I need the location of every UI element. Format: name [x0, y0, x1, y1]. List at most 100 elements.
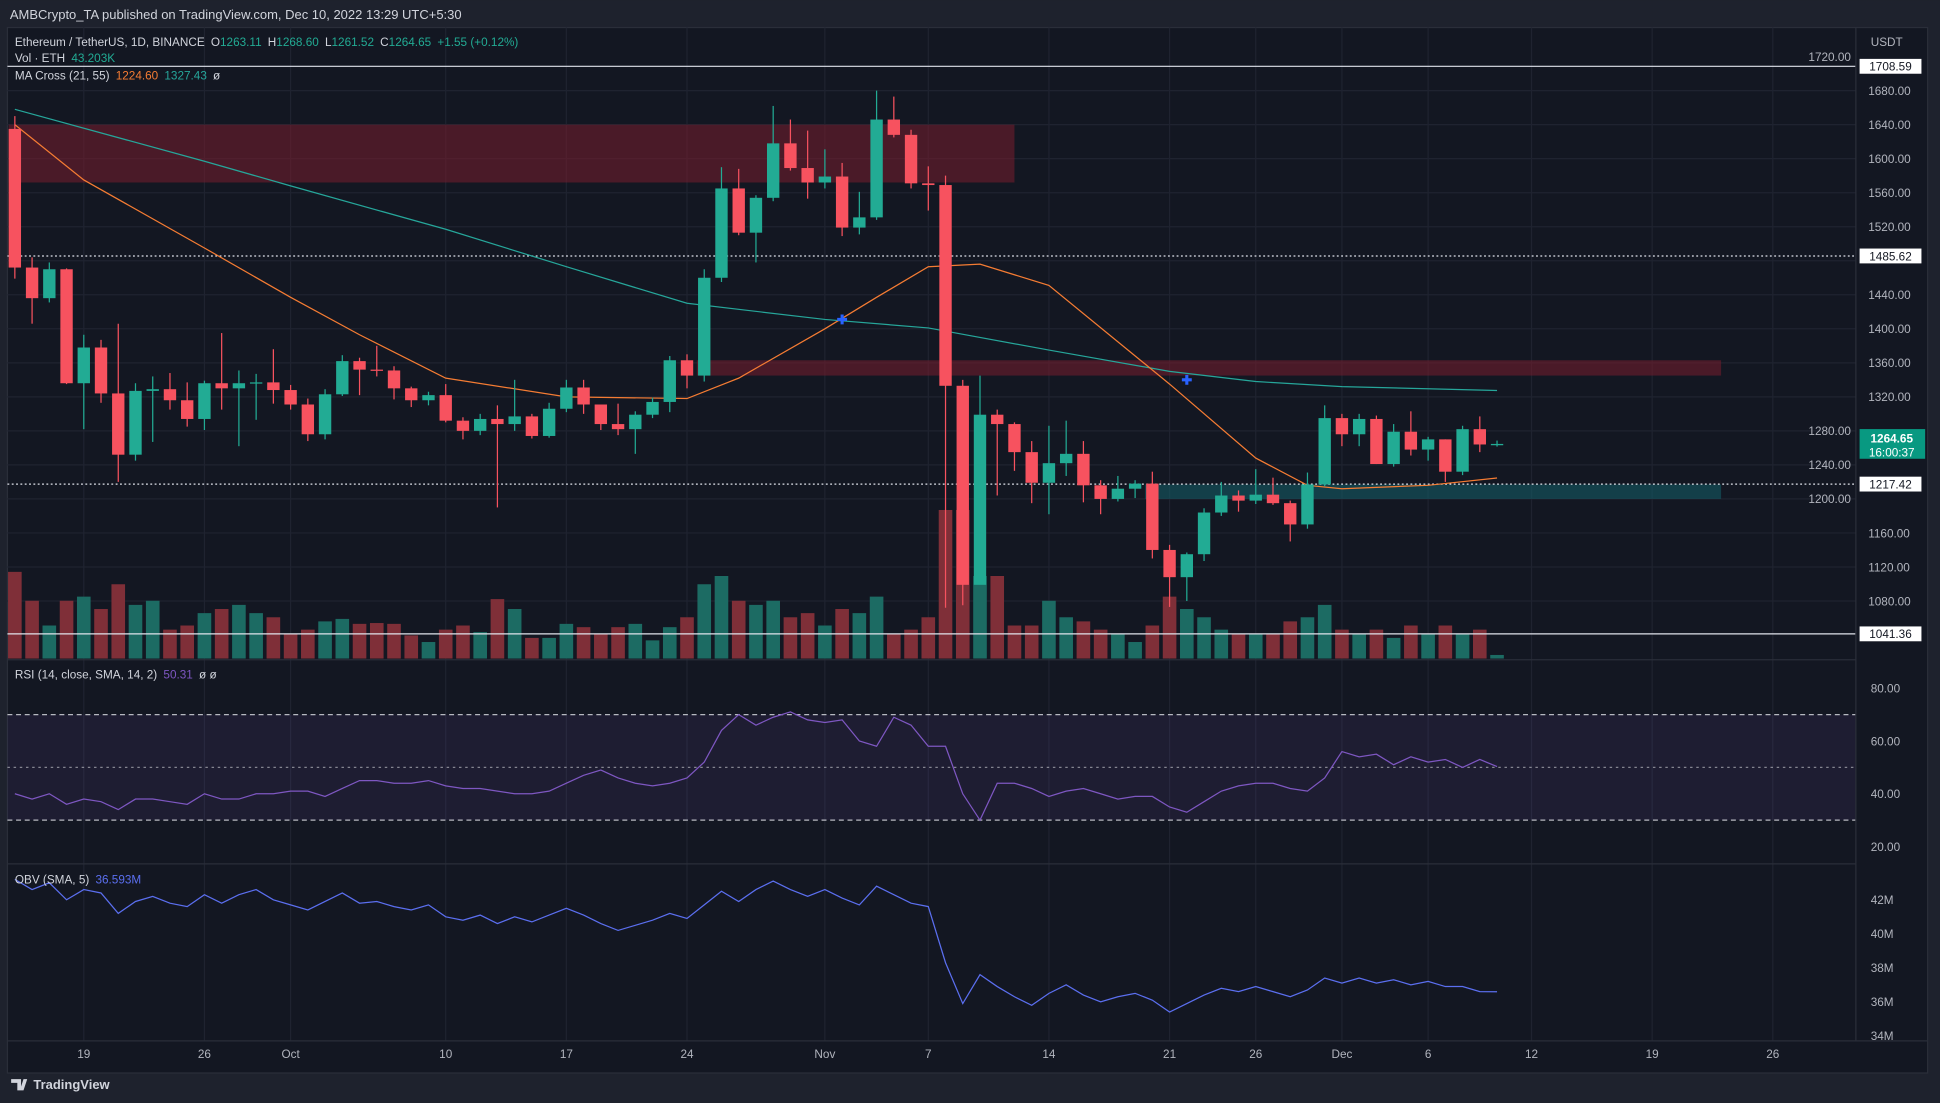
candle-body — [1197, 512, 1211, 555]
volume-bar — [335, 618, 350, 659]
candle-body — [835, 176, 849, 228]
candle-body — [8, 128, 22, 268]
volume-bar — [473, 632, 487, 659]
candle-body — [215, 383, 228, 389]
candle-body — [1249, 494, 1262, 501]
volume-bar — [542, 637, 556, 659]
candle-body — [1439, 439, 1452, 472]
price-axis-label: 1520.00 — [1868, 221, 1911, 234]
candle-body — [956, 385, 969, 585]
volume-bar — [559, 623, 574, 659]
volume-bar — [645, 640, 660, 659]
volume-bar — [887, 633, 901, 659]
time-axis-label: Nov — [814, 1048, 835, 1061]
volume-bar — [456, 625, 470, 659]
candle-body — [1008, 424, 1021, 453]
time-axis-label: 6 — [1425, 1048, 1432, 1061]
volume-bar — [1162, 596, 1177, 659]
candle-body — [43, 269, 56, 299]
time-axis-label: 17 — [560, 1048, 573, 1061]
volume-bar — [766, 600, 780, 659]
volume-bar — [1473, 629, 1487, 659]
candle-body — [112, 393, 125, 455]
last-price-label: 1264.65 — [1871, 433, 1914, 446]
volume-bar — [490, 599, 505, 659]
candle-body — [1077, 453, 1090, 486]
volume-bar — [1369, 629, 1384, 659]
candle-body — [577, 387, 590, 405]
candle-body — [1370, 418, 1383, 465]
price-level-tag-label: 1485.62 — [1869, 250, 1911, 263]
ma-slow-line — [14, 108, 1498, 392]
volume-bar — [59, 600, 74, 659]
volume-bar — [1283, 621, 1298, 659]
price-axis-label: 1720.00 — [1808, 51, 1851, 64]
volume-bar — [525, 637, 539, 659]
candle-body — [284, 390, 297, 405]
obv-legend: OBV (SMA, 5) 36.593M — [15, 874, 141, 887]
candle-body — [1404, 431, 1418, 450]
volume-bar — [818, 625, 832, 659]
price-axis-label: 1240.00 — [1808, 459, 1851, 472]
candle-body — [663, 360, 676, 402]
candle-body — [801, 168, 814, 183]
volume-bar — [249, 613, 263, 659]
volume-bar — [8, 571, 22, 659]
rsi-axis-label: 40.00 — [1871, 788, 1901, 801]
time-axis-label: 26 — [198, 1048, 212, 1061]
candle-body — [715, 188, 728, 278]
price-level-tag-label: 1708.59 — [1869, 61, 1911, 74]
candle-body — [405, 388, 418, 401]
obv-axis-label: 38M — [1871, 962, 1894, 975]
volume-bar — [1231, 633, 1246, 659]
price-axis-label: 1080.00 — [1868, 595, 1911, 608]
volume-bar — [197, 613, 212, 659]
rsi-legend: RSI (14, close, SMA, 14, 2) 50.31 ø ø — [15, 668, 217, 681]
tradingview-logo-icon — [11, 1079, 28, 1091]
volume-bar — [1490, 654, 1504, 659]
volume-bar — [662, 627, 677, 659]
volume-bar — [904, 629, 918, 659]
time-axis-label: 19 — [1646, 1048, 1659, 1061]
candle-body — [887, 119, 901, 135]
candle-body — [629, 414, 642, 430]
candle-body — [1059, 453, 1073, 464]
candle-body — [560, 387, 573, 409]
candle-body — [94, 347, 108, 394]
obv-axis-label: 42M — [1871, 894, 1894, 907]
candle-body — [422, 395, 435, 401]
ma-cross-marker-icon — [837, 314, 848, 325]
volume-bar — [387, 623, 401, 659]
volume-bar — [1404, 625, 1418, 659]
candle-body — [1266, 494, 1280, 504]
volume-bar — [973, 575, 987, 659]
candle-body — [1284, 503, 1297, 525]
price-level-tag — [1859, 476, 1922, 492]
volume-bar — [697, 584, 712, 659]
svg-text:TradingView: TradingView — [33, 1077, 110, 1092]
tradingview-logo[interactable]: TradingView — [11, 1077, 111, 1092]
price-axis-label: 1360.00 — [1868, 357, 1911, 370]
candle-body — [542, 408, 556, 436]
volume-bar — [111, 584, 126, 659]
candle-body — [870, 119, 883, 218]
volume-bar — [352, 623, 367, 659]
volume-bar — [421, 642, 436, 659]
volume-bar — [576, 627, 591, 659]
candle-body — [1163, 549, 1176, 578]
time-axis-label: 7 — [925, 1048, 932, 1061]
candle-body — [1473, 429, 1486, 445]
obv-line — [14, 878, 1498, 1013]
price-level-tag-label: 1217.42 — [1869, 478, 1911, 491]
demand-zone — [1144, 484, 1722, 499]
volume-bar — [852, 613, 867, 659]
time-axis-label: Dec — [1331, 1048, 1352, 1061]
supply-zone — [8, 124, 1015, 183]
publish-line: AMBCrypto_TA published on TradingView.co… — [10, 7, 462, 22]
candle-body — [732, 188, 745, 233]
candle-body — [525, 416, 539, 436]
ma-cross-legend: MA Cross (21, 55) 1224.60 1327.43 ø — [15, 69, 220, 82]
time-axis-label: Oct — [281, 1048, 300, 1061]
candle-body — [611, 424, 625, 430]
